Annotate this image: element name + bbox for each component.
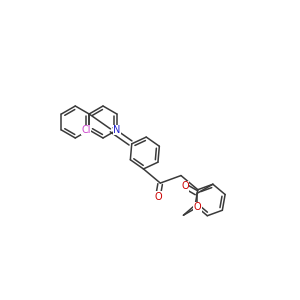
Text: O: O: [181, 181, 189, 191]
Text: O: O: [194, 202, 201, 212]
Text: Cl: Cl: [81, 125, 91, 135]
Text: O: O: [154, 192, 162, 202]
Text: N: N: [113, 125, 121, 135]
